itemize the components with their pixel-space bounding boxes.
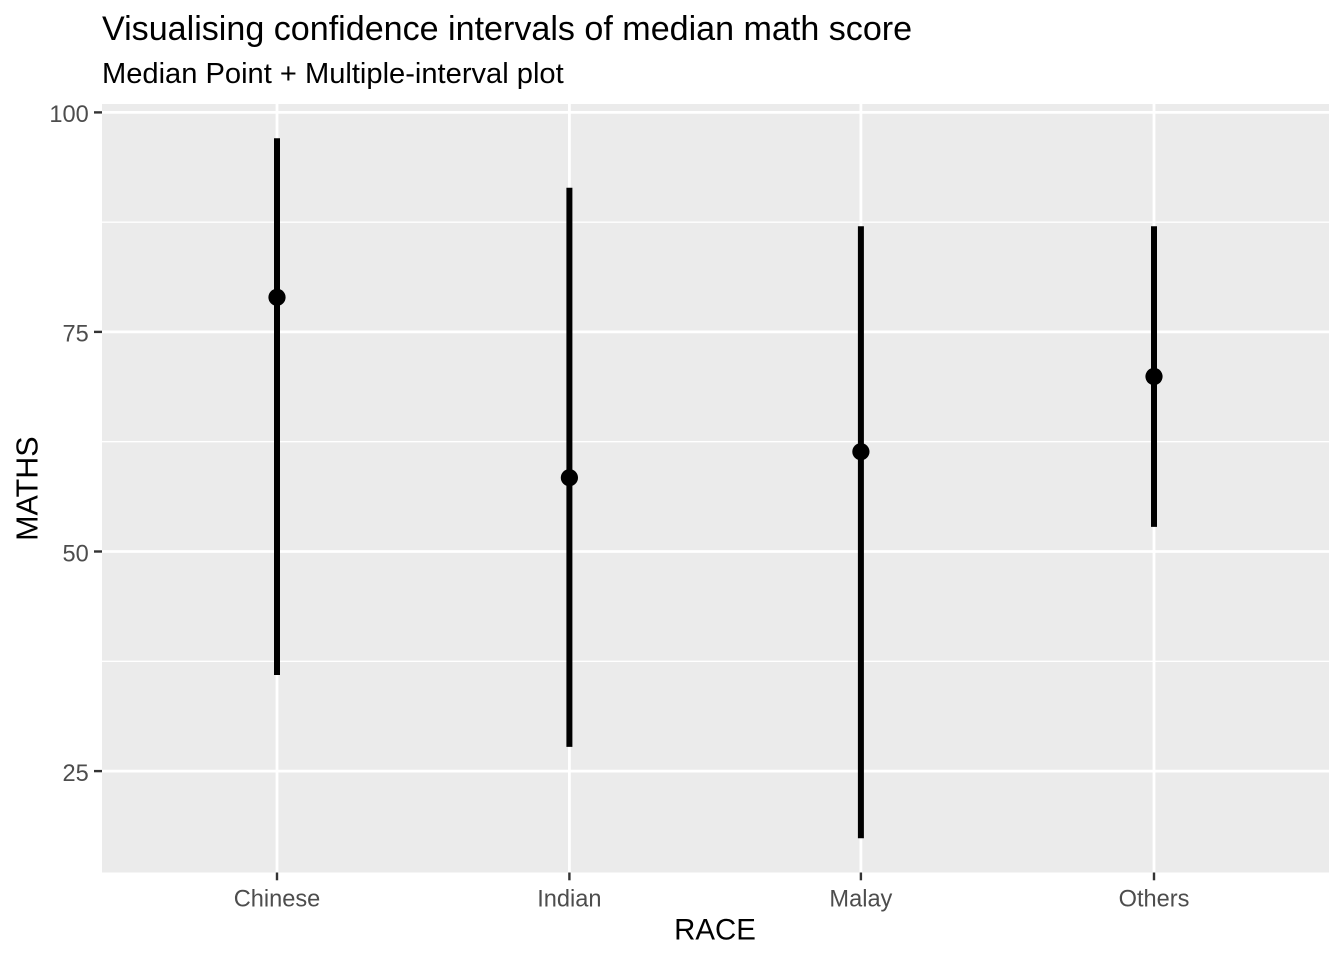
svg-text:25: 25 — [63, 761, 89, 787]
svg-text:Indian: Indian — [537, 886, 601, 912]
svg-text:MATHS: MATHS — [11, 436, 45, 540]
svg-text:100: 100 — [49, 102, 88, 128]
svg-text:Others: Others — [1119, 886, 1190, 912]
svg-text:Visualising confidence interva: Visualising confidence intervals of medi… — [102, 10, 912, 48]
svg-text:Median Point + Multiple-interv: Median Point + Multiple-interval plot — [102, 58, 564, 90]
svg-text:Chinese: Chinese — [234, 886, 321, 912]
svg-text:75: 75 — [63, 322, 89, 348]
svg-text:RACE: RACE — [674, 914, 756, 947]
svg-text:50: 50 — [63, 541, 89, 567]
svg-text:Malay: Malay — [829, 886, 892, 912]
